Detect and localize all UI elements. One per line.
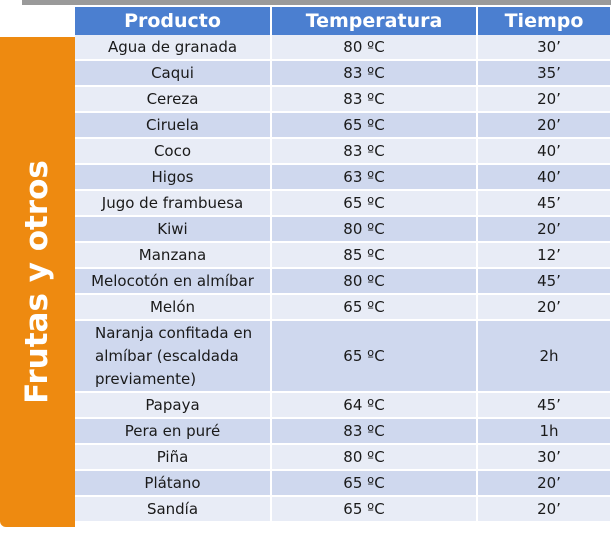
product-cell: Jugo de frambuesa bbox=[75, 190, 272, 217]
table-body: Agua de granada 80 ºC 30’ Caqui 83 ºC 35’ Cere… bbox=[75, 35, 611, 523]
temperature-cell: 83 ºC bbox=[271, 86, 478, 113]
product-cell: Piña bbox=[75, 444, 272, 471]
product-cell: Higos bbox=[75, 164, 272, 191]
time-cell: 35’ bbox=[477, 60, 611, 87]
product-cell: Agua de granada bbox=[75, 35, 272, 61]
product-cell: Kiwi bbox=[75, 216, 272, 243]
table-row: Pera en puré 83 ºC 1h bbox=[75, 418, 611, 445]
table-row: Melón 65 ºC 20’ bbox=[75, 294, 611, 321]
time-cell: 20’ bbox=[477, 496, 611, 523]
table-row: Kiwi 80 ºC 20’ bbox=[75, 216, 611, 243]
product-cell: Manzana bbox=[75, 242, 272, 269]
table-row: Coco 83 ºC 40’ bbox=[75, 138, 611, 165]
temperature-cell: 80 ºC bbox=[271, 216, 478, 243]
product-cell: Caqui bbox=[75, 60, 272, 87]
temperature-cell: 65 ºC bbox=[271, 496, 478, 523]
product-cell: Sandía bbox=[75, 496, 272, 523]
time-cell: 45’ bbox=[477, 190, 611, 217]
time-cell: 12’ bbox=[477, 242, 611, 269]
table-row: Naranja confitada en almíbar (escaldada … bbox=[75, 320, 611, 393]
product-cell: Ciruela bbox=[75, 112, 272, 139]
category-label: Frutas y otros bbox=[19, 160, 55, 404]
header-temperatura: Temperatura bbox=[271, 7, 478, 35]
temperature-cell: 65 ºC bbox=[271, 320, 478, 393]
product-cell: Melón bbox=[75, 294, 272, 321]
temperature-cell: 63 ºC bbox=[271, 164, 478, 191]
time-cell: 40’ bbox=[477, 138, 611, 165]
time-cell: 2h bbox=[477, 320, 611, 393]
table-row: Manzana 85 ºC 12’ bbox=[75, 242, 611, 269]
temperature-cell: 83 ºC bbox=[271, 60, 478, 87]
table-row: Jugo de frambuesa 65 ºC 45’ bbox=[75, 190, 611, 217]
table-row: Melocotón en almíbar 80 ºC 45’ bbox=[75, 268, 611, 295]
header-tiempo: Tiempo bbox=[477, 7, 611, 35]
product-cell: Cereza bbox=[75, 86, 272, 113]
time-cell: 40’ bbox=[477, 164, 611, 191]
product-cell: Papaya bbox=[75, 392, 272, 419]
temperature-cell: 83 ºC bbox=[271, 138, 478, 165]
time-cell: 45’ bbox=[477, 268, 611, 295]
temperature-cell: 65 ºC bbox=[271, 470, 478, 497]
table-row: Agua de granada 80 ºC 30’ bbox=[75, 35, 611, 61]
time-cell: 20’ bbox=[477, 470, 611, 497]
category-tab bbox=[0, 37, 75, 527]
top-divider bbox=[22, 0, 611, 5]
table-header-row: Producto Temperatura Tiempo bbox=[75, 7, 611, 35]
table-row: Sandía 65 ºC 20’ bbox=[75, 496, 611, 523]
temperature-cell: 64 ºC bbox=[271, 392, 478, 419]
product-cell: Coco bbox=[75, 138, 272, 165]
header-producto: Producto bbox=[75, 7, 272, 35]
temperature-cell: 83 ºC bbox=[271, 418, 478, 445]
product-cell: Naranja confitada en almíbar (escaldada … bbox=[75, 320, 272, 393]
table-row: Papaya 64 ºC 45’ bbox=[75, 392, 611, 419]
time-cell: 30’ bbox=[477, 444, 611, 471]
time-cell: 20’ bbox=[477, 216, 611, 243]
temperature-cell: 65 ºC bbox=[271, 190, 478, 217]
temperature-cell: 80 ºC bbox=[271, 35, 478, 61]
time-cell: 20’ bbox=[477, 294, 611, 321]
table-row: Caqui 83 ºC 35’ bbox=[75, 60, 611, 87]
table-row: Piña 80 ºC 30’ bbox=[75, 444, 611, 471]
product-cell: Melocotón en almíbar bbox=[75, 268, 272, 295]
temperature-cell: 80 ºC bbox=[271, 444, 478, 471]
temperature-cell: 85 ºC bbox=[271, 242, 478, 269]
table-row: Higos 63 ºC 40’ bbox=[75, 164, 611, 191]
time-cell: 20’ bbox=[477, 112, 611, 139]
time-cell: 20’ bbox=[477, 86, 611, 113]
table-row: Cereza 83 ºC 20’ bbox=[75, 86, 611, 113]
temperature-cell: 65 ºC bbox=[271, 112, 478, 139]
table-row: Ciruela 65 ºC 20’ bbox=[75, 112, 611, 139]
time-cell: 30’ bbox=[477, 35, 611, 61]
table-row: Plátano 65 ºC 20’ bbox=[75, 470, 611, 497]
temperature-cell: 80 ºC bbox=[271, 268, 478, 295]
temperature-cell: 65 ºC bbox=[271, 294, 478, 321]
time-cell: 1h bbox=[477, 418, 611, 445]
time-cell: 45’ bbox=[477, 392, 611, 419]
pasteurization-table: Producto Temperatura Tiempo Agua de gran… bbox=[75, 7, 611, 523]
product-cell: Plátano bbox=[75, 470, 272, 497]
product-cell: Pera en puré bbox=[75, 418, 272, 445]
